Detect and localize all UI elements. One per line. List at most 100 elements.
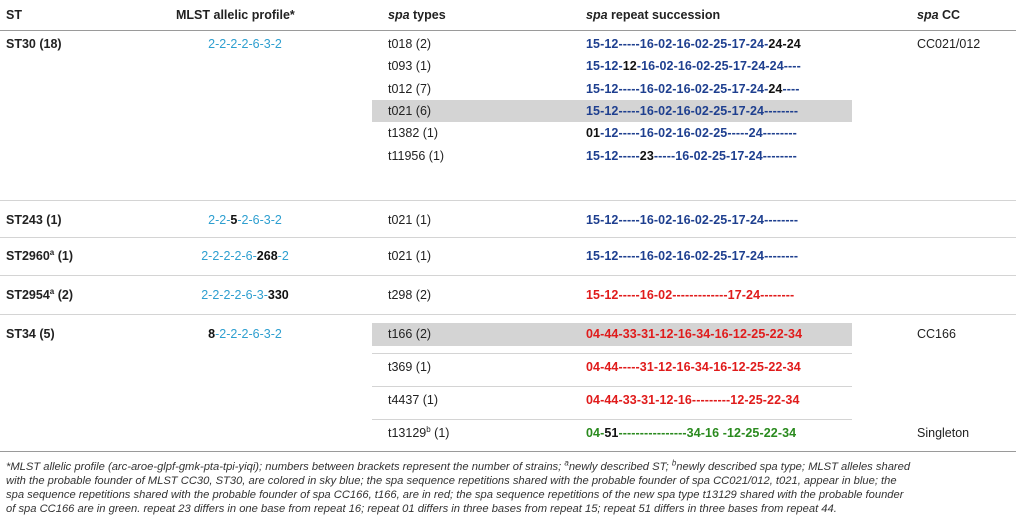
spa-type-name: t093 (1) xyxy=(388,59,432,74)
st-superscript: a xyxy=(49,247,55,257)
header-st: ST xyxy=(6,8,22,22)
mlst-allele: 2-2-2-2-6-3- xyxy=(201,288,268,302)
repeat-segment: -----16-02-25-17-24-------- xyxy=(653,148,797,163)
mlst-allele: 5 xyxy=(230,213,238,227)
repeat-succession: 04-44-33-31-12-16-34-16-12-25-22-34 xyxy=(586,327,802,342)
spa-type-name: t1382 (1) xyxy=(388,126,439,141)
repeat-succession: 15-12-----16-02-16-02-25-17-24-------- xyxy=(586,213,798,228)
mlst-profile: 2-2-5-2-6-3-2 xyxy=(165,213,325,228)
mlst-allele: 330 xyxy=(267,288,289,302)
header-succ-rest: repeat succession xyxy=(607,8,721,22)
spa-type-name: t166 (2) xyxy=(388,327,432,341)
st-name: ST2960 xyxy=(6,249,50,263)
spa-type: t13129b (1) xyxy=(388,424,449,441)
footnote-line3: spa sequence repetitions shared with the… xyxy=(6,489,904,501)
footnote-line2: with the probable founder of MLST CC30, … xyxy=(6,475,897,487)
st-label: ST2960a (1) xyxy=(6,247,73,264)
mlst-allele: -2-6-3-2 xyxy=(237,213,282,227)
spa-type-name: t298 (2) xyxy=(388,288,432,302)
header-rule xyxy=(0,30,1016,31)
repeat-segment: 12 xyxy=(622,59,637,74)
repeat-segment: 15-12----- xyxy=(586,148,640,163)
spa-type: t093 (1) xyxy=(388,59,431,74)
st-name: ST30 (18) xyxy=(6,37,62,51)
footnote-sup-b: b xyxy=(671,458,677,468)
repeat-succession: 15-12-----23-----16-02-25-17-24-------- xyxy=(586,149,797,164)
spa-type-name: t021 (6) xyxy=(388,103,432,118)
repeat-succession: 15-12-----16-02-------------17-24-------… xyxy=(586,288,794,303)
repeat-succession: 04-44-----31-12-16-34-16-12-25-22-34 xyxy=(586,360,801,375)
repeat-segment: 24 xyxy=(768,81,783,96)
spa-type: t166 (2) xyxy=(388,327,431,342)
spa-type: t369 (1) xyxy=(388,360,431,375)
mlst-profile: 2-2-2-2-6-268-2 xyxy=(165,249,325,264)
spa-type: t4437 (1) xyxy=(388,393,438,408)
footnote-sup-a: a xyxy=(564,458,569,468)
header-repeat-succession: spa repeat succession xyxy=(586,8,720,23)
st-name: ST34 (5) xyxy=(6,327,55,341)
repeat-segment: 01 xyxy=(586,126,601,141)
mlst-allele: 8 xyxy=(208,327,216,341)
repeat-segment: 51 xyxy=(604,426,619,440)
header-mlst: MLST allelic profile* xyxy=(176,8,295,22)
group-divider xyxy=(0,314,1016,315)
header-spa-types-rest: types xyxy=(409,8,446,22)
repeat-segment: 15-12-----16-02-16-02-25-17-24- xyxy=(586,81,769,96)
spa-type-name: t012 (7) xyxy=(388,81,432,96)
row-highlight xyxy=(372,323,852,346)
row-divider xyxy=(372,386,852,387)
repeat-segment: 15-12- xyxy=(586,59,623,74)
mlst-allele: 2-2- xyxy=(208,213,231,227)
header-cc-italic: spa xyxy=(917,8,939,22)
mlst-allele: 268 xyxy=(256,249,278,263)
header-spa-cc: spa CC xyxy=(917,8,960,23)
repeat-succession: 04-51----------------34-16 -12-25-22-34 xyxy=(586,426,796,441)
group-divider xyxy=(0,237,1016,238)
row-divider xyxy=(372,353,852,354)
repeat-segment: 04-44-----31-12-16-34-16-12-25-22-34 xyxy=(586,360,801,374)
footnote-line4: of spa CC166 are in green. repeat 23 dif… xyxy=(6,503,837,515)
spa-type: t021 (6) xyxy=(388,104,431,119)
st-label: ST30 (18) xyxy=(6,37,62,52)
repeat-segment: 23 xyxy=(639,148,654,163)
footnote-line1b: newly described ST; xyxy=(568,461,672,473)
st-label: ST2954a (2) xyxy=(6,286,73,303)
repeat-segment: 15-12-----16-02-16-02-25-17-24- xyxy=(586,37,769,51)
header-spa-types: spa types xyxy=(388,8,446,23)
st-name: ST2954 xyxy=(6,288,50,302)
footnote-line1a: *MLST allelic profile (arc-aroe-glpf-gmk… xyxy=(6,461,565,473)
st-superscript: a xyxy=(49,286,55,296)
repeat-succession: 04-44-33-31-12-16---------12-25-22-34 xyxy=(586,393,800,408)
mlst-allele: 2-2-2-2-6-3-2 xyxy=(208,37,282,51)
repeat-segment: 04-44-33-31-12-16---------12-25-22-34 xyxy=(586,393,800,407)
repeat-segment: -16-02-16-02-25-17-24-24---- xyxy=(636,59,801,74)
spa-type: t1382 (1) xyxy=(388,126,438,141)
footnote: *MLST allelic profile (arc-aroe-glpf-gmk… xyxy=(6,458,1011,516)
spa-type: t021 (1) xyxy=(388,213,431,228)
row-divider xyxy=(372,419,852,420)
repeat-segment: 24-24 xyxy=(768,37,801,51)
repeat-succession: 15-12-----16-02-16-02-25-17-24-------- xyxy=(586,249,798,264)
st-count: (1) xyxy=(54,249,73,263)
repeat-succession: 15-12-----16-02-16-02-25-17-24-24-24 xyxy=(586,37,801,52)
spa-type-name: t4437 (1) xyxy=(388,393,439,407)
mlst-profile: 8-2-2-2-6-3-2 xyxy=(165,327,325,342)
repeat-succession: 01-12-----16-02-16-02-25-----24-------- xyxy=(586,126,797,141)
mlst-allele: -2-2-2-6-3-2 xyxy=(215,327,282,341)
st-count: (2) xyxy=(54,288,73,302)
spa-type-name: t369 (1) xyxy=(388,360,432,374)
repeat-segment: 15-12-----16-02-16-02-25-17-24-------- xyxy=(586,249,799,263)
bottom-rule xyxy=(0,451,1016,452)
st-label: ST34 (5) xyxy=(6,327,55,342)
st-label: ST243 (1) xyxy=(6,213,62,228)
spa-type-name: t018 (2) xyxy=(388,37,432,51)
repeat-segment: 15-12-----16-02-------------17-24-------… xyxy=(586,288,795,302)
repeat-segment: ----------------34-16 -12-25-22-34 xyxy=(618,426,797,440)
repeat-segment: 15-12-----16-02-16-02-25-17-24-------- xyxy=(586,213,799,227)
repeat-succession: 15-12-12-16-02-16-02-25-17-24-24---- xyxy=(586,59,801,74)
spa-cc: CC166 xyxy=(917,327,956,341)
header-cc-rest: CC xyxy=(938,8,961,22)
spa-type-superscript: b xyxy=(426,424,431,434)
row-highlight xyxy=(372,99,852,123)
spa-type: t298 (2) xyxy=(388,288,431,303)
